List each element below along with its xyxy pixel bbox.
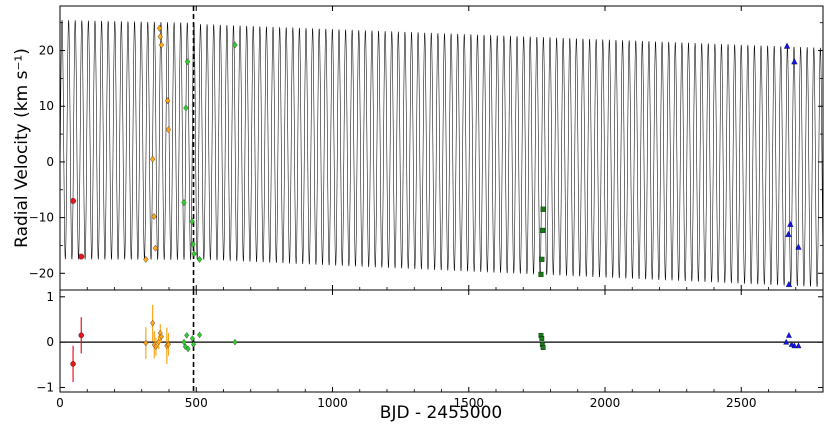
data-point-diamond xyxy=(150,155,156,163)
y-tick-label: 10 xyxy=(39,99,54,113)
data-point-diamond xyxy=(184,332,190,339)
data-point-diamond xyxy=(184,58,191,66)
data-point-diamond xyxy=(189,335,195,342)
y-tick-label: −10 xyxy=(29,211,54,225)
data-point-diamond xyxy=(185,345,191,353)
x-tick-label: 0 xyxy=(56,396,64,410)
data-point-triangle xyxy=(785,332,792,338)
data-point-square xyxy=(540,227,546,233)
data-point-circle xyxy=(78,332,84,339)
data-point-diamond xyxy=(165,126,172,134)
data-point-diamond xyxy=(153,343,159,350)
residuals-panel: −101 0 500 1000 1500 2000 2500 BJD - 2455000 xyxy=(36,287,824,423)
data-point-diamond xyxy=(143,255,149,263)
data-point-triangle xyxy=(783,42,791,49)
x-tick-label: 1500 xyxy=(453,396,484,410)
bottom-plot-frame xyxy=(59,289,824,393)
residual-x-axis-ticks: 0 500 1000 1500 2000 2500 xyxy=(56,287,797,410)
res-y-tick-label: 1 xyxy=(46,290,54,304)
x-tick-label: 1000 xyxy=(317,396,348,410)
data-point-diamond xyxy=(232,41,238,49)
orbit-model-curve xyxy=(59,20,824,287)
data-point-circle xyxy=(70,198,76,204)
data-point-diamond xyxy=(151,213,157,220)
residual-y-axis-ticks: −1 0 1 xyxy=(36,290,823,394)
y-tick-label: 20 xyxy=(39,44,54,58)
data-point-diamond xyxy=(143,339,149,347)
orbit-model-path xyxy=(59,20,824,287)
data-point-diamond xyxy=(232,338,238,346)
x-tick-label: 500 xyxy=(185,396,208,410)
data-point-square xyxy=(539,336,545,341)
data-point-diamond xyxy=(157,33,163,41)
data-point-square xyxy=(540,206,546,212)
data-point-diamond xyxy=(181,199,187,207)
data-point-triangle xyxy=(795,243,802,250)
residual-data-points xyxy=(70,304,802,383)
data-point-diamond xyxy=(152,244,158,252)
radial-velocity-panel: −20 −10 0 10 20 Radial Velocity (km s⁻¹) xyxy=(12,5,824,291)
data-point-triangle xyxy=(791,58,798,65)
x-tick-label: 2500 xyxy=(726,396,757,410)
data-point-square xyxy=(540,345,546,350)
data-point-diamond xyxy=(150,319,156,327)
y-tick-label: −20 xyxy=(29,266,54,280)
data-point-diamond xyxy=(191,250,197,258)
data-point-circle xyxy=(70,361,76,367)
res-y-tick-label: 0 xyxy=(46,335,54,349)
data-point-diamond xyxy=(166,341,171,348)
data-point-diamond xyxy=(183,104,189,112)
data-point-diamond xyxy=(189,218,195,225)
data-point-square xyxy=(539,256,545,262)
data-point-triangle xyxy=(783,338,790,345)
data-point-triangle xyxy=(787,220,794,227)
rv-x-axis-ticks xyxy=(59,6,742,290)
data-point-triangle xyxy=(785,230,792,237)
data-point-diamond xyxy=(165,97,171,105)
x-tick-label: 2000 xyxy=(590,396,621,410)
rv-data-points xyxy=(70,24,802,287)
data-point-diamond xyxy=(158,41,164,49)
data-point-diamond xyxy=(197,331,202,339)
data-point-diamond xyxy=(191,341,196,348)
y-tick-label: 0 xyxy=(46,155,54,169)
data-point-square xyxy=(538,271,544,277)
data-point-triangle xyxy=(791,342,798,349)
res-y-tick-label: −1 xyxy=(36,380,54,394)
data-point-diamond xyxy=(156,24,163,32)
y-axis-label: Radial Velocity (km s⁻¹) xyxy=(12,48,32,248)
rv-y-axis-ticks: −20 −10 0 10 20 xyxy=(29,22,823,280)
x-axis-label: BJD - 2455000 xyxy=(380,403,502,423)
data-point-triangle xyxy=(785,280,793,287)
data-point-triangle xyxy=(795,342,802,349)
data-point-diamond xyxy=(158,333,164,340)
data-point-diamond xyxy=(190,240,196,248)
data-point-diamond xyxy=(196,255,203,263)
data-point-diamond xyxy=(181,338,187,346)
data-point-circle xyxy=(78,253,85,260)
